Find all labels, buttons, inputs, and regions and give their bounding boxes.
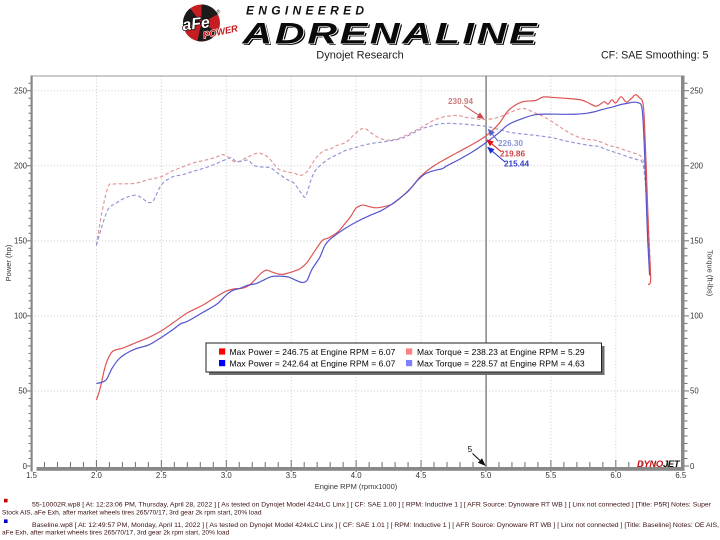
svg-text:ADRENALINE: ADRENALINE <box>243 17 541 51</box>
svg-text:219.86: 219.86 <box>500 150 525 159</box>
svg-text:50: 50 <box>690 387 699 396</box>
svg-text:50: 50 <box>18 387 27 396</box>
svg-text:Max Power = 246.75 at Engine R: Max Power = 246.75 at Engine RPM = 6.07 <box>230 347 396 357</box>
svg-text:215.44: 215.44 <box>504 160 529 169</box>
svg-text:DYNO: DYNO <box>637 459 664 470</box>
svg-text:2.5: 2.5 <box>156 471 168 480</box>
svg-text:0: 0 <box>690 462 695 471</box>
svg-text:6.5: 6.5 <box>675 471 687 480</box>
svg-text:5.0: 5.0 <box>481 471 493 480</box>
svg-text:150: 150 <box>14 237 28 246</box>
svg-text:Baseline.wp8 [ At: 12:49:57 PM: Baseline.wp8 [ At: 12:49:57 PM, Monday, … <box>32 522 719 529</box>
svg-text:aFe Exh, after market wheels t: aFe Exh, after market wheels tires 265/7… <box>2 530 230 537</box>
svg-text:1.5: 1.5 <box>26 471 38 480</box>
svg-text:0: 0 <box>23 462 28 471</box>
svg-text:100: 100 <box>690 312 704 321</box>
svg-text:JET: JET <box>663 459 681 470</box>
svg-text:200: 200 <box>690 162 704 171</box>
svg-text:®: ® <box>217 9 221 16</box>
svg-text:230.94: 230.94 <box>448 97 473 106</box>
svg-text:3.0: 3.0 <box>221 471 233 480</box>
svg-text:ADRENALINE: ADRENALINE <box>241 16 539 50</box>
svg-text:Engine RPM (rpmx1000): Engine RPM (rpmx1000) <box>315 482 398 491</box>
svg-text:5: 5 <box>468 444 473 454</box>
svg-text:4.5: 4.5 <box>416 471 428 480</box>
svg-text:250: 250 <box>690 87 704 96</box>
svg-text:4.0: 4.0 <box>351 471 363 480</box>
svg-text:Torque (ft-lbs): Torque (ft-lbs) <box>706 250 715 297</box>
svg-text:100: 100 <box>14 312 28 321</box>
svg-text:Max Power = 242.64 at Engine R: Max Power = 242.64 at Engine RPM = 6.07 <box>230 359 396 369</box>
svg-text:aFe: aFe <box>181 14 211 34</box>
svg-text:250: 250 <box>14 87 28 96</box>
svg-text:ENGINEERED: ENGINEERED <box>246 4 368 18</box>
svg-text:Dynojet Research: Dynojet Research <box>316 50 403 62</box>
svg-text:CF: SAE Smoothing: 5: CF: SAE Smoothing: 5 <box>601 50 709 62</box>
svg-text:150: 150 <box>690 237 704 246</box>
svg-text:5.5: 5.5 <box>545 471 557 480</box>
svg-text:200: 200 <box>14 162 28 171</box>
svg-text:55-10002R.wp8 [ At: 12:23:06 P: 55-10002R.wp8 [ At: 12:23:06 PM, Thursda… <box>32 502 712 509</box>
svg-text:Power (hp): Power (hp) <box>4 244 13 281</box>
svg-text:6.0: 6.0 <box>610 471 622 480</box>
svg-text:3.5: 3.5 <box>286 471 298 480</box>
svg-text:226.30: 226.30 <box>498 139 523 148</box>
svg-text:Max Torque = 228.57 at Engine: Max Torque = 228.57 at Engine RPM = 4.63 <box>417 359 585 369</box>
svg-text:Stock AIS, aFe Exh, after mark: Stock AIS, aFe Exh, after market wheels … <box>2 510 262 517</box>
svg-text:2.0: 2.0 <box>91 471 103 480</box>
svg-text:Max Torque = 238.23 at Engine: Max Torque = 238.23 at Engine RPM = 5.29 <box>417 347 585 357</box>
